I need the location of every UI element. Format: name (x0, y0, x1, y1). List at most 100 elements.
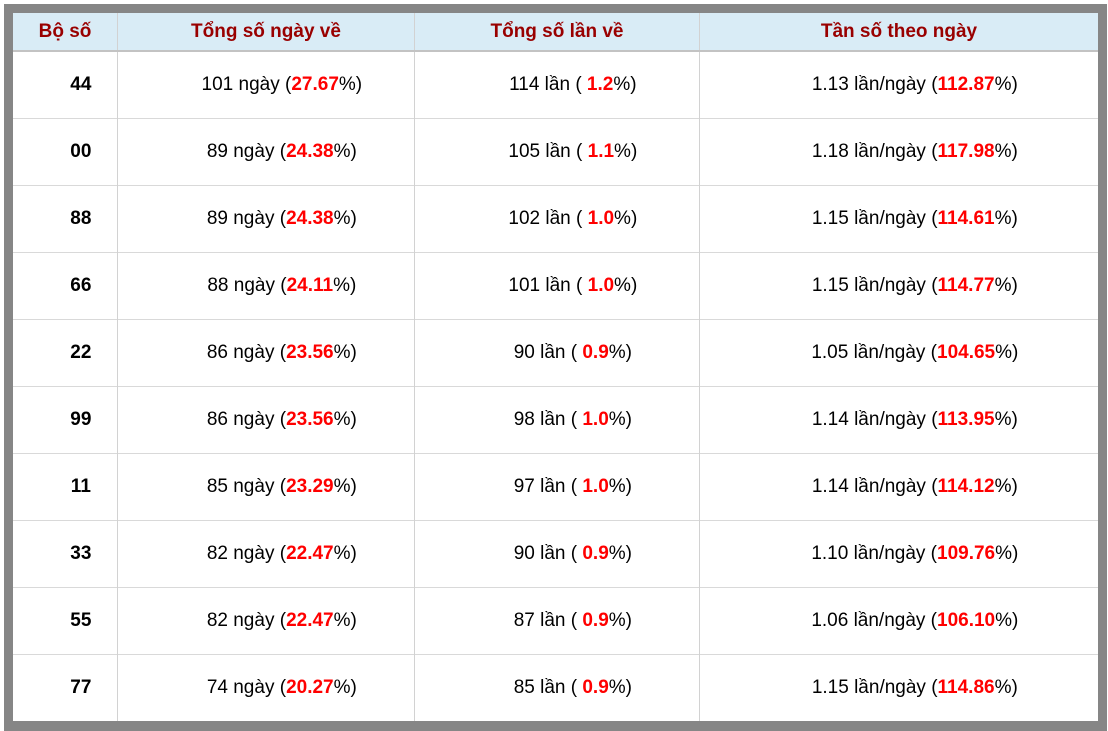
times-text: 105 lần ( (508, 141, 588, 162)
freq-percent: 106.10 (937, 610, 996, 631)
times-percent: 0.9 (582, 610, 609, 631)
days-text: 82 ngày ( (206, 610, 287, 631)
days-close: %) (333, 141, 357, 162)
pair-cell: 22 (13, 319, 118, 387)
frequency-cell: 1.14 lần/ngày (113.95%) (699, 386, 1098, 454)
total-days-cell: 89 ngày (24.38%) (117, 185, 415, 253)
days-percent: 23.56 (286, 342, 334, 363)
freq-percent: 113.95 (937, 409, 995, 430)
total-times-cell: 105 lần ( 1.1%) (414, 118, 700, 186)
frequency-cell: 1.15 lần/ngày (114.77%) (699, 252, 1098, 320)
table-row: 44 101 ngày (27.67%) 114 lần ( 1.2%) 1.1… (13, 51, 1098, 119)
freq-close: %) (995, 543, 1019, 564)
times-text: 87 lần ( (513, 610, 583, 631)
days-percent: 23.29 (286, 476, 334, 497)
freq-close: %) (995, 610, 1019, 631)
times-close: %) (608, 543, 632, 564)
table-row: 11 85 ngày (23.29%) 97 lần ( 1.0%) 1.14 … (13, 453, 1098, 521)
times-text: 101 lần ( (508, 275, 588, 296)
total-times-cell: 102 lần ( 1.0%) (414, 185, 700, 253)
days-close: %) (333, 543, 357, 564)
times-text: 102 lần ( (508, 208, 588, 229)
table-row: 66 88 ngày (24.11%) 101 lần ( 1.0%) 1.15… (13, 252, 1098, 320)
times-close: %) (614, 208, 638, 229)
table-row: 99 86 ngày (23.56%) 98 lần ( 1.0%) 1.14 … (13, 386, 1098, 454)
times-percent: 1.2 (586, 74, 614, 95)
times-close: %) (614, 141, 638, 162)
times-percent: 1.0 (582, 476, 609, 497)
frequency-cell: 1.10 lần/ngày (109.76%) (699, 520, 1098, 588)
pair-cell: 88 (13, 185, 118, 253)
freq-text: 1.05 lần/ngày ( (811, 342, 938, 363)
total-days-cell: 82 ngày (22.47%) (117, 520, 415, 588)
pair-value: 77 (70, 677, 92, 698)
days-text: 89 ngày ( (206, 141, 287, 162)
days-close: %) (338, 74, 363, 95)
times-close: %) (608, 409, 632, 430)
freq-percent: 114.12 (937, 476, 995, 497)
times-text: 90 lần ( (513, 342, 583, 363)
total-days-cell: 86 ngày (23.56%) (117, 386, 415, 454)
freq-text: 1.13 lần/ngày ( (811, 74, 938, 95)
pair-value: 00 (70, 141, 92, 162)
times-close: %) (608, 677, 632, 698)
days-text: 74 ngày ( (206, 677, 287, 698)
days-percent: 22.47 (286, 610, 334, 631)
total-days-cell: 82 ngày (22.47%) (117, 587, 415, 655)
pair-cell: 66 (13, 252, 118, 320)
freq-close: %) (994, 74, 1018, 95)
freq-close: %) (995, 342, 1019, 363)
times-text: 90 lần ( (513, 543, 583, 564)
header-frequency: Tần số theo ngày (699, 13, 1098, 52)
pair-value: 99 (70, 409, 92, 430)
frequency-cell: 1.13 lần/ngày (112.87%) (699, 51, 1098, 119)
lottery-pair-stats-table: Bộ số Tổng số ngày về Tổng số lần về Tần… (13, 13, 1098, 721)
pair-value: 88 (70, 208, 92, 229)
days-text: 89 ngày ( (206, 208, 287, 229)
pair-cell: 44 (13, 51, 118, 119)
total-times-cell: 101 lần ( 1.0%) (414, 252, 700, 320)
times-close: %) (614, 275, 638, 296)
freq-percent: 112.87 (937, 74, 995, 95)
pair-cell: 77 (13, 654, 118, 721)
frequency-cell: 1.05 lần/ngày (104.65%) (699, 319, 1098, 387)
days-percent: 23.56 (286, 409, 334, 430)
freq-close: %) (994, 208, 1018, 229)
table-row: 55 82 ngày (22.47%) 87 lần ( 0.9%) 1.06 … (13, 587, 1098, 655)
freq-close: %) (994, 409, 1018, 430)
days-text: 86 ngày ( (206, 409, 287, 430)
days-percent: 24.38 (286, 141, 334, 162)
times-text: 97 lần ( (513, 476, 583, 497)
times-percent: 1.0 (587, 275, 615, 296)
freq-percent: 104.65 (937, 342, 996, 363)
header-row: Bộ số Tổng số ngày về Tổng số lần về Tần… (13, 13, 1098, 52)
days-percent: 24.38 (286, 208, 334, 229)
total-days-cell: 74 ngày (20.27%) (117, 654, 415, 721)
freq-text: 1.15 lần/ngày ( (811, 677, 938, 698)
freq-close: %) (994, 141, 1018, 162)
freq-text: 1.10 lần/ngày ( (811, 543, 938, 564)
table-row: 77 74 ngày (20.27%) 85 lần ( 0.9%) 1.15 … (13, 654, 1098, 721)
total-times-cell: 114 lần ( 1.2%) (414, 51, 700, 119)
total-times-cell: 97 lần ( 1.0%) (414, 453, 700, 521)
frequency-cell: 1.14 lần/ngày (114.12%) (699, 453, 1098, 521)
total-times-cell: 90 lần ( 0.9%) (414, 520, 700, 588)
freq-close: %) (994, 476, 1018, 497)
total-days-cell: 86 ngày (23.56%) (117, 319, 415, 387)
pair-cell: 55 (13, 587, 118, 655)
pair-cell: 99 (13, 386, 118, 454)
days-text: 86 ngày ( (206, 342, 287, 363)
total-times-cell: 87 lần ( 0.9%) (414, 587, 700, 655)
table-row: 22 86 ngày (23.56%) 90 lần ( 0.9%) 1.05 … (13, 319, 1098, 387)
times-close: %) (608, 476, 632, 497)
freq-text: 1.18 lần/ngày ( (811, 141, 938, 162)
pair-cell: 00 (13, 118, 118, 186)
times-percent: 1.1 (587, 141, 615, 162)
frequency-cell: 1.15 lần/ngày (114.86%) (699, 654, 1098, 721)
freq-close: %) (994, 677, 1018, 698)
freq-text: 1.14 lần/ngày ( (811, 476, 938, 497)
times-percent: 1.0 (587, 208, 615, 229)
total-days-cell: 101 ngày (27.67%) (117, 51, 415, 119)
times-text: 85 lần ( (513, 677, 583, 698)
table-body: 44 101 ngày (27.67%) 114 lần ( 1.2%) 1.1… (13, 51, 1098, 721)
